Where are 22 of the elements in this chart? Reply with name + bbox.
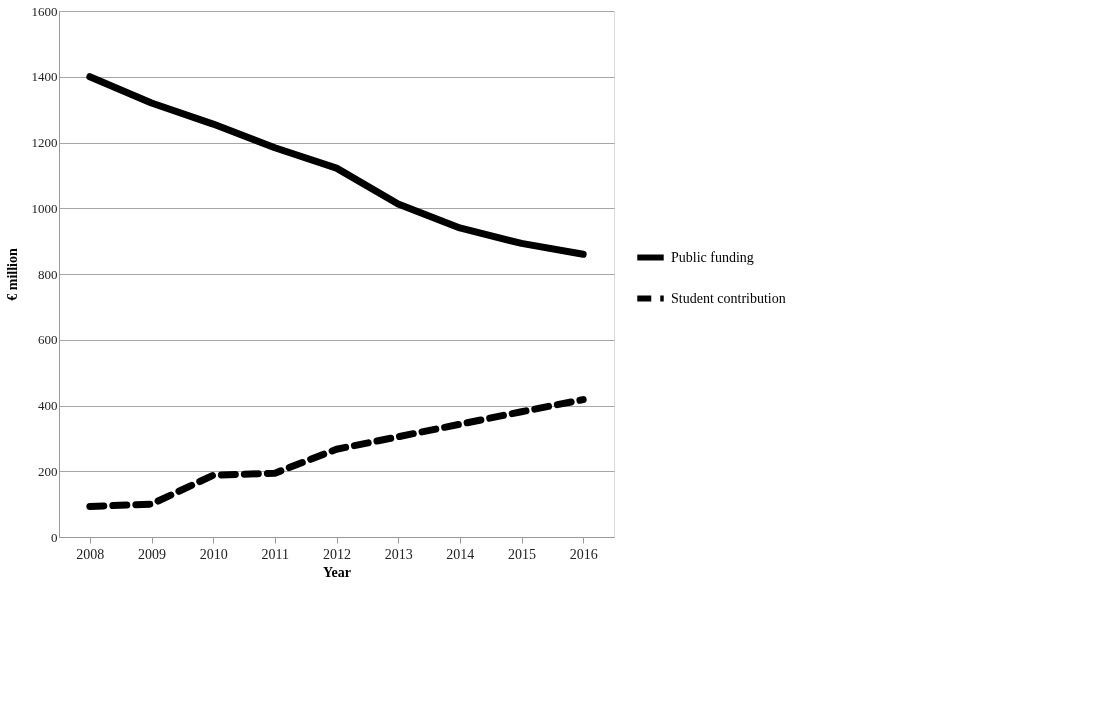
x-tick-label: 2008 bbox=[76, 546, 105, 562]
y-axis-title: € million bbox=[4, 248, 20, 301]
y-tick-label: 1000 bbox=[31, 200, 58, 216]
x-tick-label: 2010 bbox=[199, 546, 228, 562]
y-tick-label: 600 bbox=[38, 332, 58, 348]
y-tick-label: 1400 bbox=[31, 69, 58, 85]
x-tick-label: 2014 bbox=[446, 546, 475, 562]
x-tick-label: 2011 bbox=[261, 546, 290, 562]
y-tick-label: 400 bbox=[38, 398, 58, 413]
legend-label: Student contribution bbox=[671, 290, 786, 306]
x-axis-title: Year bbox=[323, 564, 351, 580]
x-tick-label: 2015 bbox=[508, 546, 536, 562]
y-tick-label: 0 bbox=[51, 529, 58, 545]
x-tick-label: 2012 bbox=[323, 546, 351, 562]
legend-label: Public funding bbox=[671, 249, 754, 265]
x-tick-label: 2009 bbox=[138, 546, 166, 562]
x-tick-label: 2016 bbox=[569, 546, 598, 562]
y-tick-label: 1200 bbox=[31, 135, 58, 150]
y-tick-label: 200 bbox=[38, 463, 58, 479]
y-tick-label: 1600 bbox=[31, 3, 58, 19]
y-tick-label: 800 bbox=[38, 266, 58, 282]
x-tick-label: 2013 bbox=[384, 546, 413, 562]
